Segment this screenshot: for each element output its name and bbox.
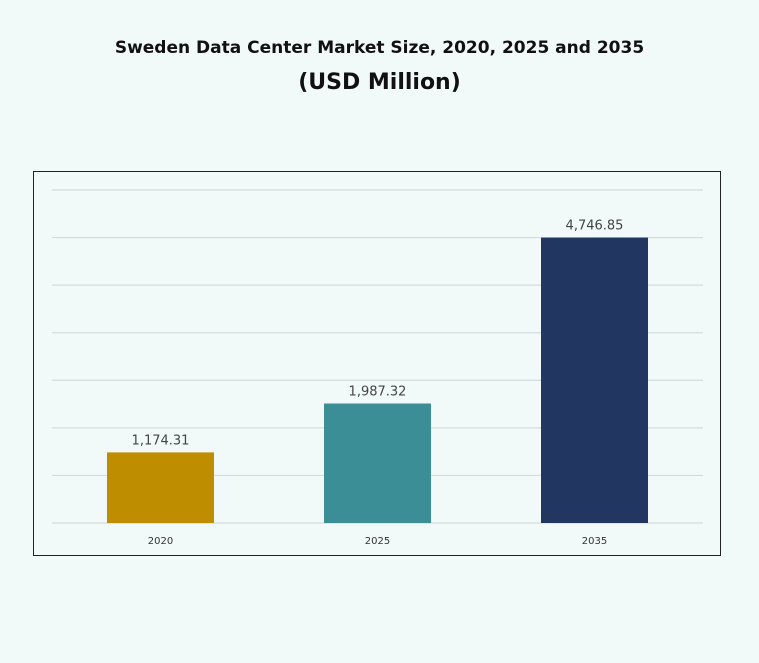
data-label-2020: 1,174.31: [132, 433, 190, 448]
data-label-2035: 4,746.85: [566, 219, 624, 234]
x-tick-2025: 2025: [365, 536, 390, 547]
x-tick-2020: 2020: [148, 536, 173, 547]
bar-2025: [324, 403, 431, 523]
data-label-2025: 1,987.32: [349, 385, 407, 400]
bar-2020: [107, 452, 214, 523]
bar-2035: [541, 237, 648, 524]
chart-subtitle: (USD Million): [298, 70, 461, 95]
chart-title: Sweden Data Center Market Size, 2020, 20…: [114, 38, 645, 58]
x-tick-2035: 2035: [582, 536, 607, 547]
